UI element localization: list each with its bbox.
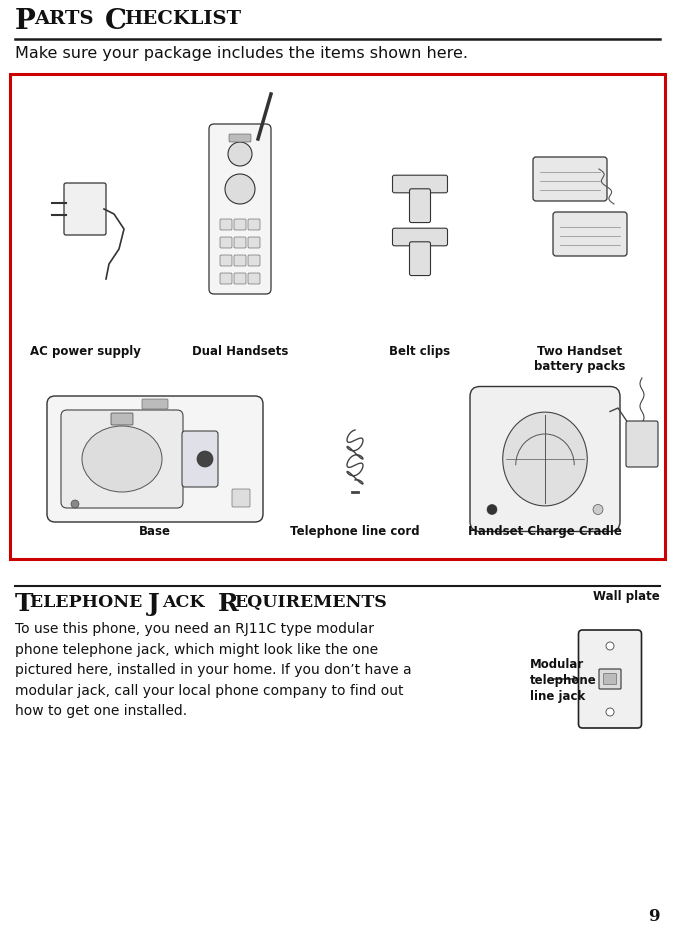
FancyBboxPatch shape bbox=[626, 421, 658, 467]
Circle shape bbox=[71, 501, 79, 508]
FancyBboxPatch shape bbox=[229, 135, 251, 143]
Circle shape bbox=[228, 143, 252, 167]
Text: Two Handset
battery packs: Two Handset battery packs bbox=[535, 344, 626, 373]
Text: Wall plate: Wall plate bbox=[593, 590, 660, 603]
Text: 9: 9 bbox=[649, 907, 660, 924]
FancyBboxPatch shape bbox=[392, 229, 448, 246]
Text: Telephone line cord: Telephone line cord bbox=[290, 524, 420, 537]
FancyBboxPatch shape bbox=[248, 238, 260, 249]
FancyBboxPatch shape bbox=[209, 124, 271, 295]
Ellipse shape bbox=[82, 427, 162, 492]
Text: AC power supply: AC power supply bbox=[30, 344, 140, 358]
FancyBboxPatch shape bbox=[248, 273, 260, 285]
Bar bbox=[10, 75, 665, 560]
FancyBboxPatch shape bbox=[248, 220, 260, 231]
FancyBboxPatch shape bbox=[220, 256, 232, 267]
Circle shape bbox=[487, 505, 497, 515]
Circle shape bbox=[197, 451, 213, 467]
FancyBboxPatch shape bbox=[234, 256, 246, 267]
FancyBboxPatch shape bbox=[578, 630, 641, 728]
FancyBboxPatch shape bbox=[248, 256, 260, 267]
Circle shape bbox=[593, 505, 603, 515]
Text: ACK: ACK bbox=[162, 593, 211, 610]
Text: To use this phone, you need an RJ11C type modular
phone telephone jack, which mi: To use this phone, you need an RJ11C typ… bbox=[15, 622, 412, 718]
FancyBboxPatch shape bbox=[220, 220, 232, 231]
Circle shape bbox=[606, 709, 614, 716]
FancyBboxPatch shape bbox=[232, 490, 250, 507]
Text: HECKLIST: HECKLIST bbox=[124, 10, 241, 28]
FancyBboxPatch shape bbox=[220, 238, 232, 249]
Ellipse shape bbox=[503, 413, 587, 506]
Text: Base: Base bbox=[139, 524, 171, 537]
FancyBboxPatch shape bbox=[410, 242, 431, 276]
FancyBboxPatch shape bbox=[234, 220, 246, 231]
Text: Handset Charge Cradle: Handset Charge Cradle bbox=[468, 524, 622, 537]
Text: C: C bbox=[105, 8, 127, 35]
Text: ARTS: ARTS bbox=[34, 10, 101, 28]
FancyBboxPatch shape bbox=[470, 388, 620, 532]
FancyBboxPatch shape bbox=[111, 414, 133, 426]
Circle shape bbox=[606, 642, 614, 651]
Text: Make sure your package includes the items shown here.: Make sure your package includes the item… bbox=[15, 46, 468, 61]
FancyBboxPatch shape bbox=[599, 669, 621, 689]
Text: T: T bbox=[15, 592, 34, 615]
FancyBboxPatch shape bbox=[392, 176, 448, 194]
FancyBboxPatch shape bbox=[47, 397, 263, 522]
Text: Modular
telephone
line jack: Modular telephone line jack bbox=[530, 657, 597, 702]
Text: EQUIREMENTS: EQUIREMENTS bbox=[234, 593, 387, 610]
FancyBboxPatch shape bbox=[603, 674, 616, 685]
FancyBboxPatch shape bbox=[410, 190, 431, 224]
FancyBboxPatch shape bbox=[533, 158, 607, 202]
FancyBboxPatch shape bbox=[182, 431, 218, 488]
Text: R: R bbox=[218, 592, 239, 615]
FancyBboxPatch shape bbox=[142, 400, 168, 410]
Text: Dual Handsets: Dual Handsets bbox=[192, 344, 288, 358]
FancyBboxPatch shape bbox=[220, 273, 232, 285]
Text: J: J bbox=[148, 592, 160, 615]
FancyBboxPatch shape bbox=[234, 238, 246, 249]
Text: P: P bbox=[15, 8, 36, 35]
Text: ELEPHONE: ELEPHONE bbox=[30, 593, 148, 610]
Text: Belt clips: Belt clips bbox=[389, 344, 451, 358]
FancyBboxPatch shape bbox=[64, 183, 106, 236]
Circle shape bbox=[225, 175, 255, 205]
FancyBboxPatch shape bbox=[234, 273, 246, 285]
FancyBboxPatch shape bbox=[61, 411, 183, 508]
FancyBboxPatch shape bbox=[553, 212, 627, 256]
